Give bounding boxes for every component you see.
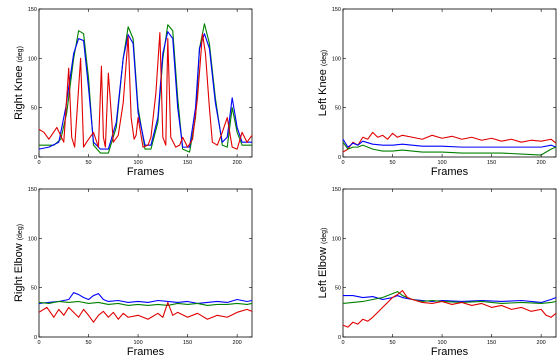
subplot-3: 0 50 100 150 200 0 50 100 150 Frames Right Elbow (… [13,187,253,358]
x-tick-label: 50 [85,160,91,166]
y-tick-label: 50 [335,286,341,292]
y-axis-label-text: Left Elbow [317,244,329,298]
x-tick-label: 200 [537,340,546,346]
subplot-2: 0 50 100 150 200 0 50 100 150 Frames Left Knee (de… [317,7,557,178]
x-tick-label: 200 [233,160,242,166]
y-tick-label: 100 [28,236,37,242]
subplot-4: 0 50 100 150 200 0 50 100 150 Frames Left Elbow (d… [317,187,557,358]
series-line-1 [343,295,557,304]
y-axis-label-unit: (deg) [17,224,24,240]
series-line-3 [38,32,253,150]
series-line-2 [342,291,557,305]
x-tick-label: 150 [183,340,192,346]
x-tick-label: 0 [341,160,344,166]
y-tick-label: 100 [332,56,341,62]
y-tick-label: 0 [34,155,37,161]
x-tick-label: 0 [37,340,40,346]
y-tick-label: 100 [332,236,341,242]
series-line-1 [39,23,252,154]
y-tick-label: 50 [335,106,341,112]
series-line-3 [342,141,557,156]
x-tick-label: 50 [389,340,395,346]
y-axis-label-unit: (deg) [17,46,24,62]
y-axis-label: Left Elbow (deg) [317,228,329,299]
x-tick-label: 150 [487,340,496,346]
plot-area [38,188,253,338]
plot-area [38,8,253,158]
x-axis-label: Frames [431,166,469,178]
y-tick-label: 0 [34,335,37,341]
series-line-1 [38,292,253,305]
x-tick-label: 150 [487,160,496,166]
y-axis-label: Right Knee (deg) [13,46,25,120]
y-axis-label-text: Right Elbow [13,240,25,302]
y-tick-label: 150 [28,187,37,193]
y-axis-label-unit: (deg) [321,50,328,66]
subplot-1: 0 50 100 150 200 0 50 100 150 Frames Right Knee (d… [13,7,253,178]
x-tick-label: 200 [233,340,242,346]
series-line-2 [38,300,253,306]
y-tick-label: 150 [28,7,37,13]
x-tick-label: 100 [133,160,142,166]
series-line-1 [342,131,557,153]
y-tick-label: 0 [338,335,341,341]
y-tick-label: 50 [31,106,37,112]
x-tick-label: 100 [133,340,142,346]
x-tick-label: 200 [537,160,546,166]
series-line-3 [38,301,253,323]
y-tick-label: 50 [31,286,37,292]
y-tick-label: 150 [332,7,341,13]
y-axis-label-text: Right Knee [13,62,25,119]
series-line-3 [342,290,557,328]
y-axis-label-unit: (deg) [321,228,328,244]
x-tick-label: 150 [183,160,192,166]
plot-area [342,188,557,338]
y-tick-label: 0 [338,155,341,161]
y-axis-label: Left Knee (deg) [317,50,329,117]
x-tick-label: 100 [437,340,446,346]
x-axis-label: Frames [127,346,165,358]
y-axis-label-text: Left Knee [317,66,329,116]
x-axis-label: Frames [431,346,469,358]
x-tick-label: 0 [341,340,344,346]
x-tick-label: 0 [37,160,40,166]
x-tick-label: 50 [85,340,91,346]
series-line-2 [38,31,252,150]
series-line-2 [342,138,557,148]
y-axis-label: Right Elbow (deg) [13,224,25,302]
x-tick-label: 100 [437,160,446,166]
plot-area [342,8,557,158]
y-tick-label: 100 [28,56,37,62]
x-tick-label: 50 [389,160,395,166]
x-axis-label: Frames [127,166,165,178]
y-tick-label: 150 [332,187,341,193]
